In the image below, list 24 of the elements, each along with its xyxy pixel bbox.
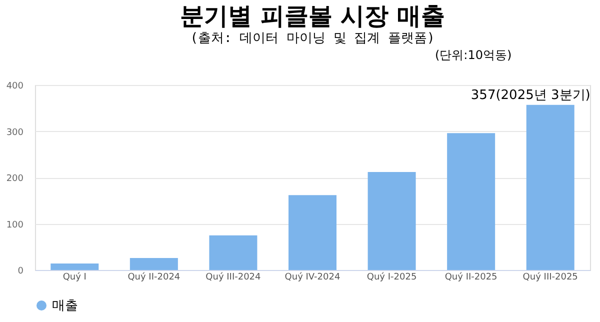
bar — [447, 133, 496, 270]
chart-subtitle: (출처: 데이터 마이닝 및 집계 플랫폼) — [190, 31, 435, 46]
chart-title: 분기별 피클볼 시장 매출 — [180, 2, 446, 30]
annotation: 357(2025년 3분기) — [470, 88, 590, 103]
bar — [50, 264, 99, 270]
bar — [526, 104, 574, 270]
bar — [288, 195, 336, 270]
legend-label: 매출 — [52, 298, 78, 314]
x-tick-label: Quý II-2025 — [444, 272, 498, 282]
y-tick-label: 400 — [6, 82, 24, 92]
y-tick-label: 0 — [18, 266, 24, 276]
bar — [368, 172, 416, 270]
y-tick-label: 300 — [6, 128, 24, 138]
x-tick-label: Quý II-2024 — [128, 272, 180, 282]
x-tick-label: Quý III-2024 — [206, 272, 262, 282]
bar — [209, 235, 258, 270]
x-tick-label: Quý IV-2024 — [284, 272, 340, 282]
x-tick-label: Quý I-2025 — [366, 272, 417, 282]
x-tick-label: Quý III-2025 — [522, 272, 578, 282]
y-tick-label: 200 — [6, 174, 24, 184]
bar — [130, 258, 178, 270]
text: (단위:10억동) — [435, 48, 512, 62]
x-tick-label: Quý I — [62, 272, 86, 282]
y-tick-label: 100 — [6, 220, 24, 230]
